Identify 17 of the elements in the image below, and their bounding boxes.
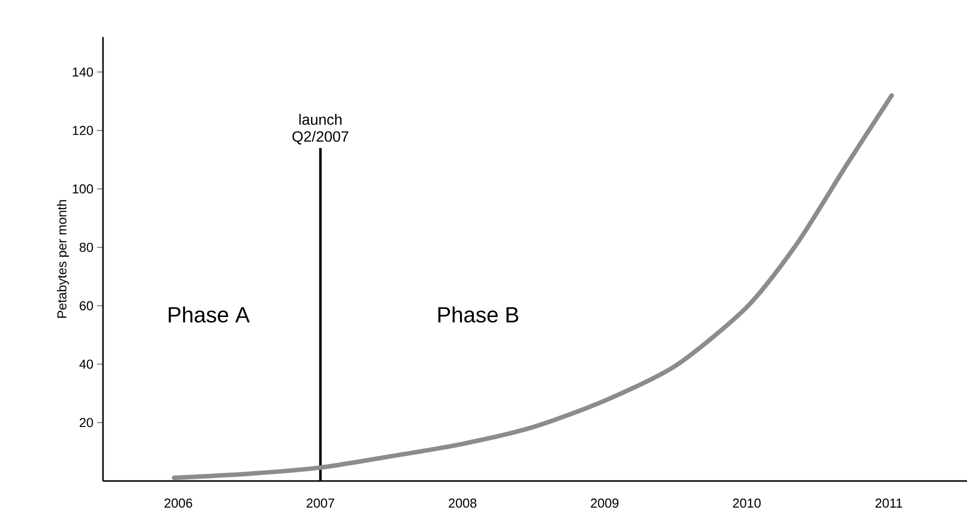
x-tick-label: 2006 <box>164 498 192 508</box>
annotation: Phase A <box>168 306 250 323</box>
y-tick-label: 60 <box>80 301 93 310</box>
y-axis-title: Petabytes per month <box>56 200 70 318</box>
ref-line-label: launch Q2/2007 <box>292 114 348 144</box>
y-tick-label: 20 <box>80 418 93 428</box>
y-tick-label: 100 <box>72 184 93 194</box>
y-tick-label: 80 <box>80 242 93 252</box>
x-tick-label: 2009 <box>590 498 618 508</box>
x-tick-label: 2007 <box>306 498 334 508</box>
y-tick-label: 40 <box>79 360 93 369</box>
x-tick-label: 2008 <box>448 498 476 508</box>
annotation: Phase B <box>438 306 518 323</box>
y-tick-label: 140 <box>72 67 93 77</box>
y-tick-label: 120 <box>72 126 93 136</box>
x-tick-label: 2011 <box>876 498 902 508</box>
x-tick-label: 2010 <box>732 498 761 508</box>
